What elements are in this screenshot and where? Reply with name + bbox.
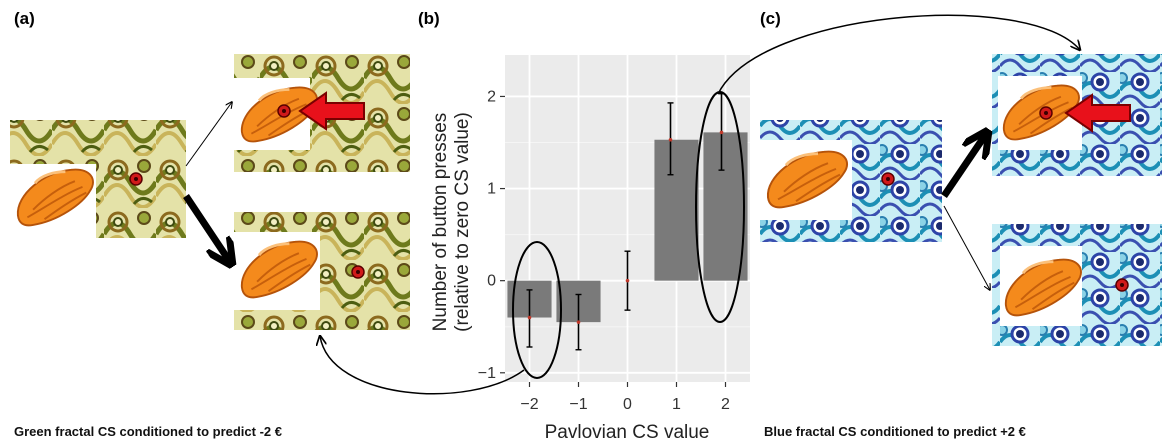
x-axis-title: Pavlovian CS value bbox=[545, 422, 710, 443]
thin-arrow-icon bbox=[943, 205, 990, 290]
y-tick-label: 2 bbox=[487, 88, 496, 105]
green-outcome-go bbox=[234, 54, 410, 172]
y-tick-label: 1 bbox=[487, 181, 496, 198]
blue-outcome-nogo bbox=[992, 224, 1162, 346]
x-tick-label: 2 bbox=[721, 396, 730, 413]
error-bar-1 bbox=[575, 293, 582, 351]
error-bar-3 bbox=[667, 102, 674, 176]
thin-arrow-icon bbox=[185, 102, 232, 167]
x-ticks: −2 −1 0 1 2 bbox=[520, 382, 730, 413]
bars bbox=[507, 132, 748, 323]
green-outcome-nogo bbox=[234, 212, 410, 330]
thick-arrow-icon bbox=[183, 194, 230, 262]
x-tick-label: −1 bbox=[569, 396, 587, 413]
y-ticks: −1 0 1 2 bbox=[478, 88, 505, 382]
blue-cs-stimulus bbox=[760, 120, 942, 242]
y-tick-label: −1 bbox=[478, 365, 496, 382]
fixation-dot-icon bbox=[129, 172, 143, 186]
x-tick-label: 0 bbox=[623, 396, 632, 413]
fixation-dot-icon bbox=[277, 104, 291, 118]
x-tick-label: 1 bbox=[672, 396, 681, 413]
error-bar-0 bbox=[526, 289, 533, 348]
y-axis-subtitle: (relative to zero CS value) bbox=[452, 112, 473, 332]
caption-green-fractal: Green fractal CS conditioned to predict … bbox=[14, 424, 282, 439]
panel-label-c: (c) bbox=[760, 9, 781, 28]
bar-chart: −1 0 1 2 −2 −1 0 1 2 Pavlovian CS value Number … bbox=[430, 55, 750, 443]
y-tick-label: 0 bbox=[487, 273, 496, 290]
y-axis-title: Number of button presses bbox=[430, 113, 451, 332]
error-bars bbox=[526, 92, 725, 351]
error-bar-2 bbox=[624, 250, 631, 311]
fixation-dot-icon bbox=[351, 265, 365, 279]
caption-blue-fractal: Blue fractal CS conditioned to predict +… bbox=[764, 424, 1026, 439]
fixation-dot-icon bbox=[1039, 106, 1053, 120]
x-tick-label: −2 bbox=[520, 396, 538, 413]
blue-outcome-go bbox=[992, 54, 1162, 176]
thick-arrow-icon bbox=[941, 134, 986, 198]
highlight-ellipse-pos2 bbox=[695, 91, 745, 323]
fixation-dot-icon bbox=[1115, 278, 1129, 292]
bar-4 bbox=[703, 132, 748, 281]
panel-label-b: (b) bbox=[418, 9, 440, 28]
panel-label-a: (a) bbox=[14, 9, 35, 28]
curved-arrow-to-blue-outcome bbox=[717, 14, 1080, 95]
bar-3 bbox=[654, 139, 699, 281]
green-cs-stimulus bbox=[10, 120, 186, 238]
fixation-dot-icon bbox=[881, 172, 895, 186]
highlight-ellipse-neg2 bbox=[512, 241, 562, 379]
curved-arrow-to-green-outcome bbox=[320, 336, 525, 395]
